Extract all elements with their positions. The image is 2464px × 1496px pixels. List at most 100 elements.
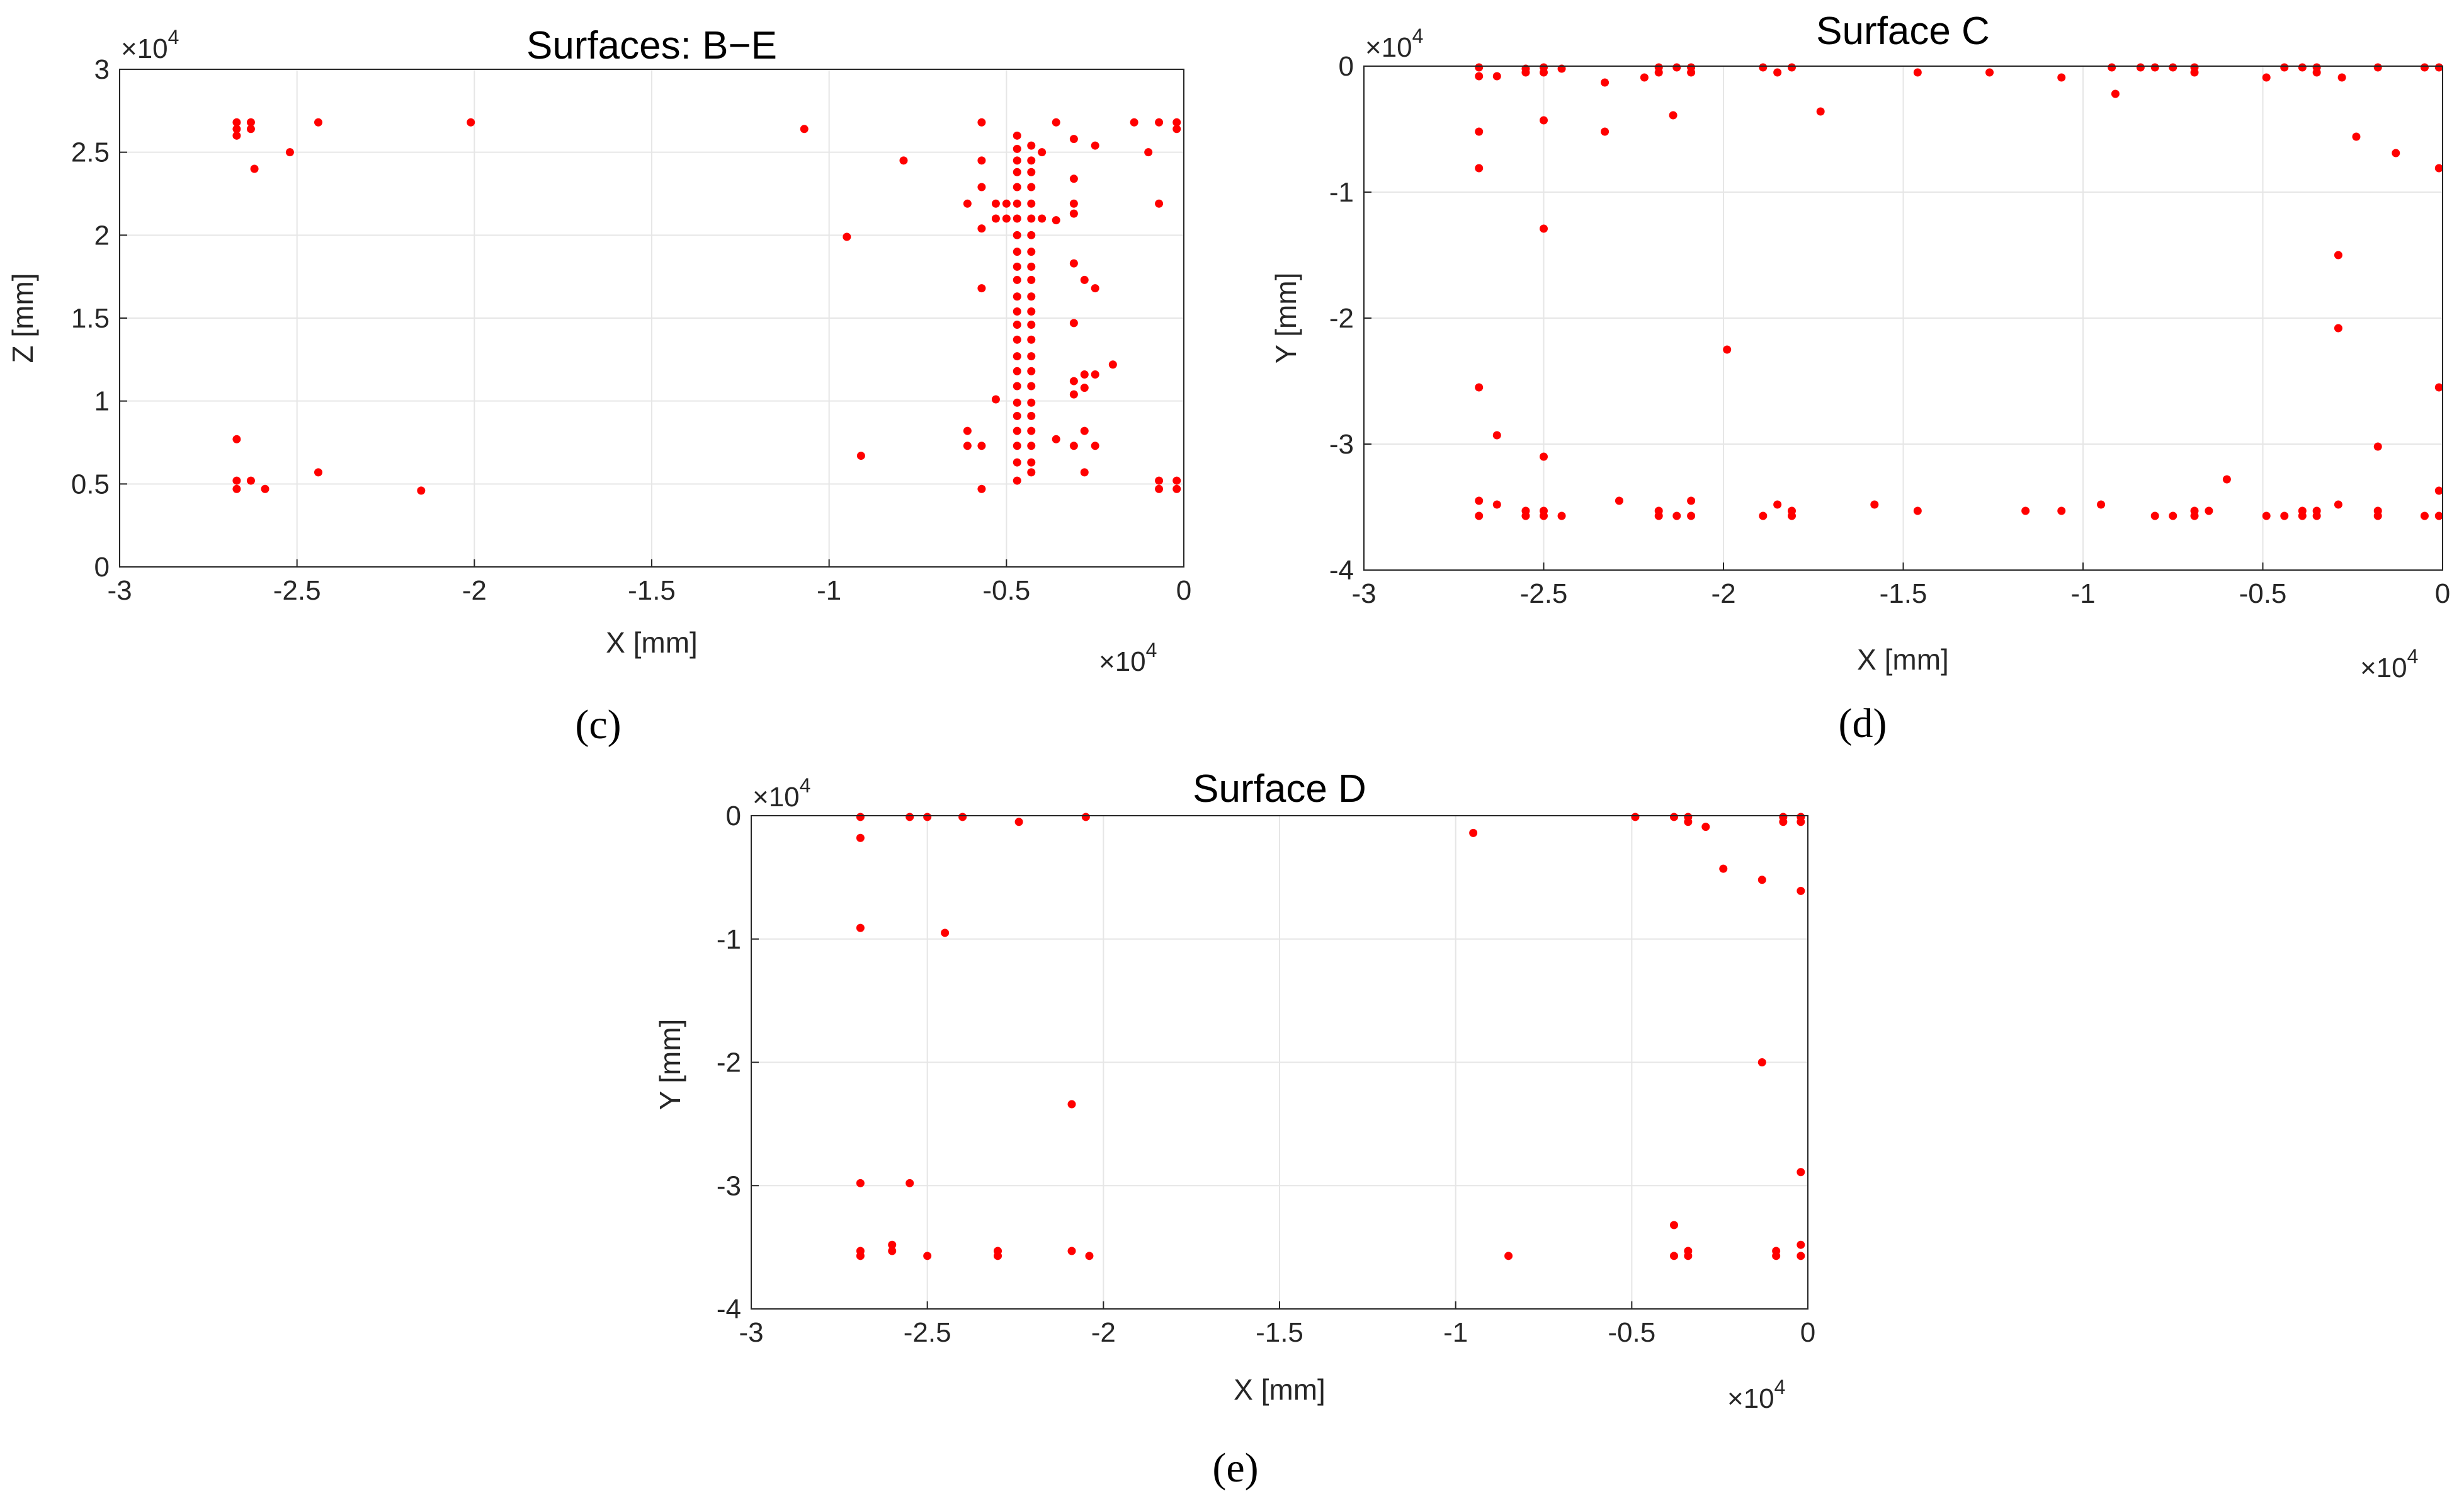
y-axis-label: Y [mm] xyxy=(1269,273,1302,364)
data-point xyxy=(1027,262,1036,271)
data-point xyxy=(2334,500,2342,509)
panel-caption: (d) xyxy=(1839,700,1887,746)
data-point xyxy=(1504,1252,1513,1260)
data-point xyxy=(1672,63,1681,72)
x-tick-label: -2 xyxy=(462,575,487,606)
data-point xyxy=(1080,370,1089,379)
y-tick-label: -4 xyxy=(717,1294,741,1325)
data-point xyxy=(2334,324,2342,333)
data-point xyxy=(1797,1168,1805,1177)
data-point xyxy=(1475,72,1484,81)
data-point xyxy=(1027,168,1036,176)
data-point xyxy=(1027,231,1036,239)
data-point xyxy=(2021,506,2030,515)
data-point xyxy=(1013,476,1021,485)
data-point xyxy=(1027,458,1036,467)
data-point xyxy=(2108,63,2116,72)
data-point xyxy=(1144,148,1153,157)
data-point xyxy=(963,199,972,208)
data-point xyxy=(1013,248,1021,256)
x-axis-label: X [mm] xyxy=(1234,1373,1326,1406)
data-point xyxy=(2373,442,2382,451)
data-point xyxy=(2420,63,2429,72)
data-point xyxy=(2222,475,2231,484)
y-axis-multiplier: ×104 xyxy=(752,774,810,813)
data-point xyxy=(1014,818,1023,826)
data-point xyxy=(1069,174,1078,183)
data-point xyxy=(1027,307,1036,316)
y-tick-label: -4 xyxy=(1329,555,1354,586)
y-axis-label: Y [mm] xyxy=(654,1019,686,1111)
data-point xyxy=(977,156,986,165)
data-point xyxy=(1069,319,1078,328)
x-multiplier-base: ×10 xyxy=(1099,646,1146,677)
data-point xyxy=(1080,468,1089,477)
data-point xyxy=(1013,275,1021,284)
data-point xyxy=(1052,435,1060,443)
x-tick-label: -0.5 xyxy=(2239,578,2287,609)
data-point xyxy=(1013,411,1021,420)
data-point xyxy=(1038,148,1047,157)
data-point xyxy=(856,452,865,460)
data-point xyxy=(2420,511,2429,520)
data-point xyxy=(1631,813,1640,821)
data-point xyxy=(1773,68,1782,77)
data-point xyxy=(1027,382,1036,391)
y-multiplier-base: ×10 xyxy=(121,33,168,64)
data-point xyxy=(2280,63,2289,72)
y-multiplier-base: ×10 xyxy=(1365,32,1412,63)
data-point xyxy=(1013,426,1021,435)
data-point xyxy=(1085,1252,1094,1260)
data-point xyxy=(1013,352,1021,361)
data-point xyxy=(1013,156,1021,165)
x-axis-multiplier: ×104 xyxy=(1727,1376,1785,1414)
data-point xyxy=(1475,511,1484,520)
data-point xyxy=(1172,476,1181,485)
data-point xyxy=(1013,231,1021,239)
y-tick-label: 1.5 xyxy=(71,303,110,334)
data-point xyxy=(1027,292,1036,301)
data-point xyxy=(1557,511,1566,520)
data-point xyxy=(1540,452,1548,461)
data-point xyxy=(1052,216,1060,225)
data-point xyxy=(314,118,322,127)
data-point xyxy=(856,1179,865,1187)
data-point xyxy=(906,1179,914,1187)
data-point xyxy=(1069,209,1078,218)
data-point xyxy=(1091,284,1099,293)
data-point xyxy=(1172,484,1181,493)
data-point xyxy=(1779,818,1788,826)
data-point xyxy=(1654,68,1663,77)
data-point xyxy=(994,1252,1002,1260)
data-point xyxy=(1027,352,1036,361)
data-point xyxy=(1002,199,1011,208)
data-point xyxy=(2434,511,2443,520)
panel-caption: (e) xyxy=(1212,1445,1258,1491)
x-tick-label: 0 xyxy=(2435,578,2450,609)
data-point xyxy=(1002,214,1011,223)
data-point xyxy=(1027,411,1036,420)
data-point xyxy=(1669,1252,1678,1260)
data-point xyxy=(1027,141,1036,150)
data-point xyxy=(1091,370,1099,379)
data-point xyxy=(1654,511,1663,520)
data-point xyxy=(977,284,986,293)
data-point xyxy=(991,199,1000,208)
data-point xyxy=(2334,251,2342,260)
data-point xyxy=(2169,63,2177,72)
y-axis-multiplier: ×104 xyxy=(1365,25,1423,63)
data-point xyxy=(1521,511,1530,520)
data-point xyxy=(1475,383,1484,392)
data-point xyxy=(1687,496,1696,505)
data-point xyxy=(1669,1221,1678,1230)
data-point xyxy=(1027,156,1036,165)
data-point xyxy=(977,442,986,450)
data-point xyxy=(923,1252,932,1260)
data-point xyxy=(2298,511,2307,520)
data-point xyxy=(1013,292,1021,301)
data-point xyxy=(1172,118,1181,127)
x-tick-label: -2.5 xyxy=(904,1317,951,1348)
panel-d: -3 -2.5 -2 -1.5 -1 -0.5 0-4-3-2-10 Surface C X… xyxy=(1269,9,2450,746)
data-point xyxy=(1772,1252,1781,1260)
